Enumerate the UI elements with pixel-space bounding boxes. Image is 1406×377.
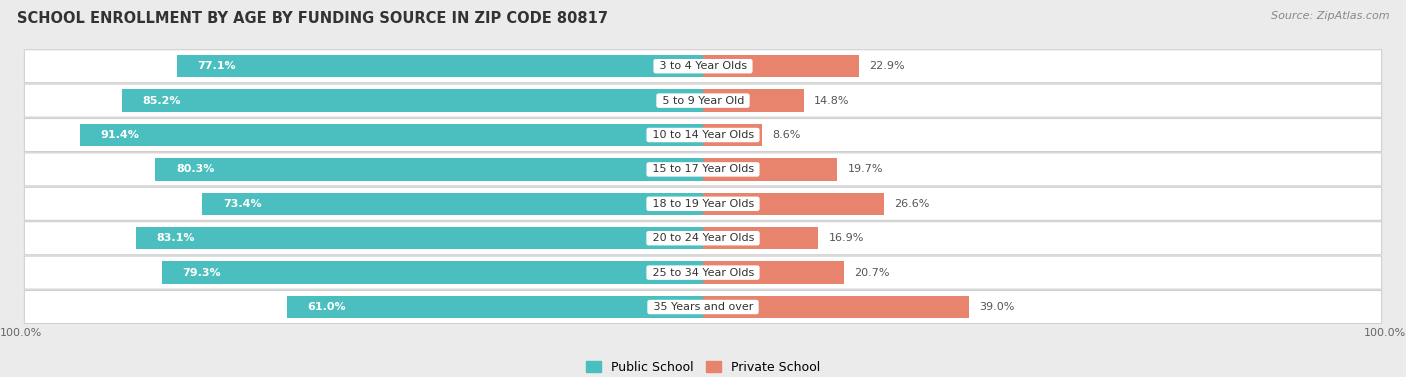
Bar <box>703 55 859 77</box>
Bar <box>703 124 762 146</box>
Bar <box>177 55 703 77</box>
Text: 91.4%: 91.4% <box>100 130 139 140</box>
Text: 73.4%: 73.4% <box>224 199 262 209</box>
Text: 10 to 14 Year Olds: 10 to 14 Year Olds <box>648 130 758 140</box>
Text: 20.7%: 20.7% <box>855 268 890 277</box>
Text: 83.1%: 83.1% <box>157 233 195 243</box>
Text: 35 Years and over: 35 Years and over <box>650 302 756 312</box>
Bar <box>80 124 703 146</box>
Bar <box>122 89 703 112</box>
Bar <box>136 227 703 250</box>
FancyBboxPatch shape <box>24 187 1382 220</box>
Text: 61.0%: 61.0% <box>308 302 346 312</box>
Text: 22.9%: 22.9% <box>869 61 905 71</box>
Bar <box>202 193 703 215</box>
Bar <box>703 89 804 112</box>
Bar <box>156 158 703 181</box>
Text: 20 to 24 Year Olds: 20 to 24 Year Olds <box>648 233 758 243</box>
FancyBboxPatch shape <box>24 84 1382 117</box>
FancyBboxPatch shape <box>24 118 1382 152</box>
Bar <box>703 296 969 318</box>
Text: 39.0%: 39.0% <box>979 302 1015 312</box>
Text: 15 to 17 Year Olds: 15 to 17 Year Olds <box>648 164 758 175</box>
Text: 14.8%: 14.8% <box>814 96 849 106</box>
FancyBboxPatch shape <box>24 222 1382 255</box>
Bar <box>703 261 844 284</box>
FancyBboxPatch shape <box>24 291 1382 323</box>
FancyBboxPatch shape <box>24 50 1382 83</box>
Text: 16.9%: 16.9% <box>828 233 863 243</box>
Bar <box>162 261 703 284</box>
FancyBboxPatch shape <box>24 256 1382 289</box>
Text: 25 to 34 Year Olds: 25 to 34 Year Olds <box>648 268 758 277</box>
Legend: Public School, Private School: Public School, Private School <box>581 356 825 377</box>
Bar <box>703 227 818 250</box>
Text: 79.3%: 79.3% <box>183 268 221 277</box>
Text: 80.3%: 80.3% <box>176 164 214 175</box>
Text: Source: ZipAtlas.com: Source: ZipAtlas.com <box>1271 11 1389 21</box>
Text: 19.7%: 19.7% <box>848 164 883 175</box>
Text: 3 to 4 Year Olds: 3 to 4 Year Olds <box>655 61 751 71</box>
Text: SCHOOL ENROLLMENT BY AGE BY FUNDING SOURCE IN ZIP CODE 80817: SCHOOL ENROLLMENT BY AGE BY FUNDING SOUR… <box>17 11 607 26</box>
Bar <box>703 193 884 215</box>
Bar <box>703 158 838 181</box>
Bar <box>287 296 703 318</box>
Text: 77.1%: 77.1% <box>198 61 236 71</box>
Text: 26.6%: 26.6% <box>894 199 929 209</box>
Text: 18 to 19 Year Olds: 18 to 19 Year Olds <box>648 199 758 209</box>
Text: 5 to 9 Year Old: 5 to 9 Year Old <box>658 96 748 106</box>
Text: 8.6%: 8.6% <box>772 130 800 140</box>
Text: 85.2%: 85.2% <box>142 96 181 106</box>
FancyBboxPatch shape <box>24 153 1382 186</box>
